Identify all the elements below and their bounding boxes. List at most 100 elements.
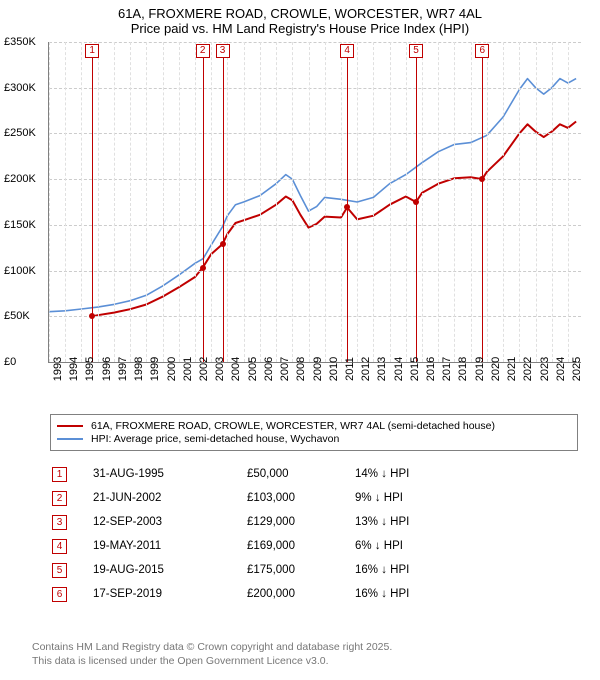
sale-marker-line	[416, 58, 417, 362]
sale-marker-line	[347, 58, 348, 362]
gridline-h	[49, 42, 581, 43]
legend-swatch-hpi	[57, 438, 83, 440]
arrow-down-icon: ↓	[375, 540, 381, 552]
gridline-h	[49, 133, 581, 134]
sales-row-index: 2	[52, 491, 67, 506]
x-tick-label: 2019	[474, 357, 486, 381]
sale-dot	[220, 241, 226, 247]
y-tick-label: £350K	[4, 36, 40, 48]
sale-marker-box: 3	[216, 44, 230, 58]
sales-row-date: 12-SEP-2003	[93, 516, 247, 528]
gridline-v	[179, 42, 180, 362]
gridline-v	[390, 42, 391, 362]
sales-row: 617-SEP-2019£200,00016% ↓ HPI	[52, 582, 465, 606]
legend-row-hpi: HPI: Average price, semi-detached house,…	[57, 433, 571, 445]
arrow-down-icon: ↓	[381, 468, 387, 480]
x-tick-label: 2021	[506, 357, 518, 381]
arrow-down-icon: ↓	[381, 588, 387, 600]
x-tick-label: 2008	[295, 357, 307, 381]
x-tick-label: 2014	[393, 357, 405, 381]
y-tick-label: £250K	[4, 127, 40, 139]
sales-row-hpi-relation: 9% ↓ HPI	[355, 492, 465, 504]
attribution: Contains HM Land Registry data © Crown c…	[32, 640, 392, 668]
sale-marker-box: 1	[85, 44, 99, 58]
sales-row-index: 5	[52, 563, 67, 578]
x-tick-label: 2024	[555, 357, 567, 381]
x-tick-label: 2018	[457, 357, 469, 381]
x-tick-label: 2015	[409, 357, 421, 381]
x-tick-label: 1995	[84, 357, 96, 381]
sale-marker-box: 6	[475, 44, 489, 58]
sales-row-hpi-relation: 6% ↓ HPI	[355, 540, 465, 552]
x-tick-label: 2020	[490, 357, 502, 381]
attribution-line-1: Contains HM Land Registry data © Crown c…	[32, 640, 392, 654]
gridline-h	[49, 225, 581, 226]
y-tick-label: £150K	[4, 219, 40, 231]
gridline-v	[519, 42, 520, 362]
x-tick-label: 1998	[133, 357, 145, 381]
y-tick-label: £300K	[4, 82, 40, 94]
gridline-v	[568, 42, 569, 362]
gridline-v	[438, 42, 439, 362]
chart-title: 61A, FROXMERE ROAD, CROWLE, WORCESTER, W…	[0, 6, 600, 36]
sale-marker-box: 4	[340, 44, 354, 58]
sales-row-hpi-relation: 16% ↓ HPI	[355, 588, 465, 600]
sales-row-hpi-relation: 14% ↓ HPI	[355, 468, 465, 480]
gridline-v	[163, 42, 164, 362]
gridline-h	[49, 316, 581, 317]
gridline-v	[406, 42, 407, 362]
legend: 61A, FROXMERE ROAD, CROWLE, WORCESTER, W…	[50, 414, 578, 451]
sales-row-index: 1	[52, 467, 67, 482]
sale-dot	[413, 199, 419, 205]
sales-row-hpi-relation: 16% ↓ HPI	[355, 564, 465, 576]
x-tick-label: 2005	[247, 357, 259, 381]
gridline-v	[276, 42, 277, 362]
sales-row-price: £103,000	[247, 492, 355, 504]
gridline-v	[227, 42, 228, 362]
y-tick-label: £100K	[4, 265, 40, 277]
gridline-v	[373, 42, 374, 362]
gridline-v	[65, 42, 66, 362]
chart-area: £0£50K£100K£150K£200K£250K£300K£350K 123…	[4, 42, 584, 407]
gridline-h	[49, 271, 581, 272]
sales-table: 131-AUG-1995£50,00014% ↓ HPI221-JUN-2002…	[52, 462, 465, 606]
x-tick-label: 2010	[328, 357, 340, 381]
gridline-h	[49, 88, 581, 89]
title-line-1: 61A, FROXMERE ROAD, CROWLE, WORCESTER, W…	[0, 6, 600, 21]
sale-marker-line	[482, 58, 483, 362]
x-tick-label: 2003	[214, 357, 226, 381]
gridline-v	[81, 42, 82, 362]
arrow-down-icon: ↓	[381, 564, 387, 576]
sale-marker-line	[223, 58, 224, 362]
x-tick-label: 1997	[117, 357, 129, 381]
legend-swatch-property	[57, 425, 83, 427]
x-tick-label: 2002	[198, 357, 210, 381]
sales-row: 312-SEP-2003£129,00013% ↓ HPI	[52, 510, 465, 534]
x-tick-label: 1996	[101, 357, 113, 381]
x-tick-label: 1993	[52, 357, 64, 381]
gridline-v	[341, 42, 342, 362]
legend-row-property: 61A, FROXMERE ROAD, CROWLE, WORCESTER, W…	[57, 420, 571, 432]
gridline-v	[422, 42, 423, 362]
gridline-v	[292, 42, 293, 362]
gridline-v	[211, 42, 212, 362]
y-axis-ticks: £0£50K£100K£150K£200K£250K£300K£350K	[4, 42, 44, 362]
sales-row-date: 21-JUN-2002	[93, 492, 247, 504]
gridline-v	[49, 42, 50, 362]
x-tick-label: 2001	[182, 357, 194, 381]
arrow-down-icon: ↓	[381, 516, 387, 528]
gridline-v	[487, 42, 488, 362]
series-line	[49, 79, 576, 312]
gridline-v	[114, 42, 115, 362]
x-tick-label: 2022	[522, 357, 534, 381]
line-series-svg	[49, 42, 581, 362]
sales-row-index: 6	[52, 587, 67, 602]
gridline-h	[49, 179, 581, 180]
gridline-v	[260, 42, 261, 362]
gridline-v	[503, 42, 504, 362]
legend-label-property: 61A, FROXMERE ROAD, CROWLE, WORCESTER, W…	[91, 420, 495, 432]
sales-row-price: £50,000	[247, 468, 355, 480]
sales-row: 131-AUG-1995£50,00014% ↓ HPI	[52, 462, 465, 486]
x-tick-label: 2025	[571, 357, 583, 381]
sales-row-date: 19-MAY-2011	[93, 540, 247, 552]
